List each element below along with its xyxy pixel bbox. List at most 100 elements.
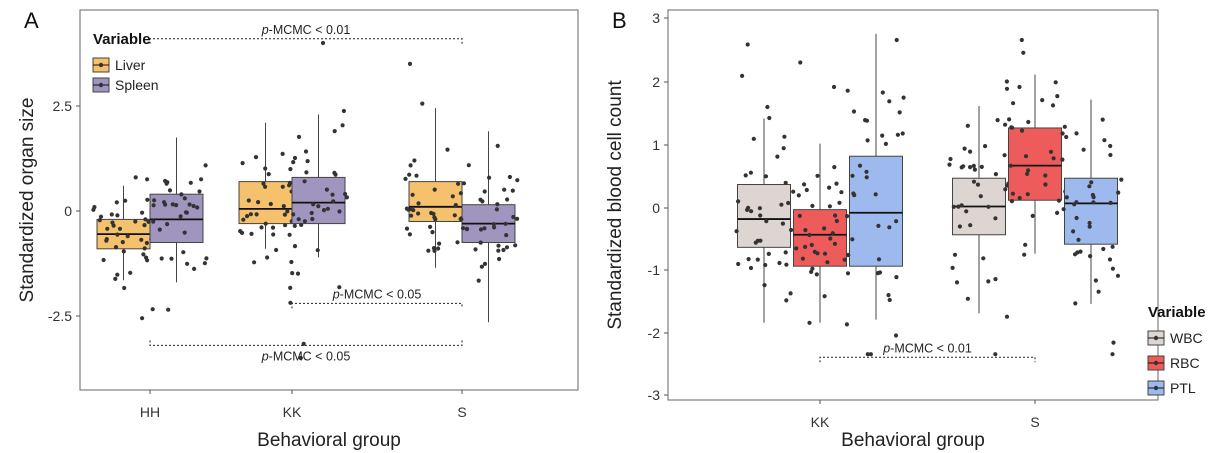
data-point xyxy=(315,248,320,253)
data-point xyxy=(736,199,741,204)
data-point xyxy=(459,217,464,222)
data-point xyxy=(740,73,745,78)
data-point xyxy=(91,207,96,212)
legend-entry-rbc: RBC xyxy=(1147,355,1200,371)
data-point xyxy=(122,285,127,291)
data-point xyxy=(507,174,512,180)
data-point xyxy=(291,160,296,165)
data-point xyxy=(128,270,133,275)
data-point xyxy=(831,84,837,90)
data-point xyxy=(1004,79,1010,84)
data-point xyxy=(850,237,855,242)
data-point xyxy=(844,322,850,327)
data-point xyxy=(263,221,268,226)
bracket-label-text: -MCMC < 0.05 xyxy=(269,349,351,363)
data-point xyxy=(791,189,796,194)
data-point xyxy=(981,256,986,261)
data-point xyxy=(978,194,983,199)
data-point xyxy=(331,199,336,204)
x-tick-label: S xyxy=(457,404,466,420)
data-point xyxy=(1119,177,1124,182)
y-tick-label: -3 xyxy=(648,387,661,403)
data-point xyxy=(302,219,307,224)
data-point xyxy=(416,211,421,216)
data-point xyxy=(1021,50,1026,55)
data-point xyxy=(412,158,417,163)
data-point xyxy=(865,138,870,143)
box-spleen-kk xyxy=(287,40,349,361)
data-point xyxy=(165,222,170,227)
data-point xyxy=(1087,220,1092,226)
data-point xyxy=(845,214,850,219)
data-point xyxy=(845,88,850,93)
data-point xyxy=(431,246,437,251)
data-point xyxy=(141,252,146,257)
data-point xyxy=(1043,182,1048,187)
data-point xyxy=(952,252,958,257)
data-point xyxy=(1076,237,1081,242)
data-point xyxy=(757,206,763,211)
data-point xyxy=(948,156,953,162)
data-point xyxy=(1017,195,1022,201)
data-point xyxy=(458,191,463,196)
data-point xyxy=(265,255,270,260)
box-wbc-kk xyxy=(734,42,794,323)
legend-label: RBC xyxy=(1170,355,1200,371)
data-point xyxy=(515,216,520,221)
data-point xyxy=(1074,215,1079,221)
data-point xyxy=(965,296,971,301)
data-point xyxy=(1048,149,1054,154)
data-point xyxy=(183,210,189,215)
data-point xyxy=(408,207,413,212)
data-point xyxy=(466,163,471,168)
data-point xyxy=(502,187,507,192)
data-point xyxy=(145,197,150,202)
data-point xyxy=(1004,86,1010,91)
data-point xyxy=(246,198,251,203)
data-point xyxy=(479,264,484,269)
data-point xyxy=(751,136,756,141)
data-point xyxy=(179,192,184,197)
data-point xyxy=(291,212,296,217)
data-point xyxy=(775,154,780,159)
data-point xyxy=(133,175,138,180)
data-point xyxy=(863,118,868,123)
data-point xyxy=(1087,224,1092,229)
data-point xyxy=(270,225,276,230)
y-tick-label: -2.5 xyxy=(48,308,72,324)
data-point xyxy=(455,240,460,245)
legend: Variable Liver Spleen xyxy=(92,31,159,93)
data-point xyxy=(736,261,741,267)
data-point xyxy=(496,248,501,253)
data-point xyxy=(876,257,882,262)
data-point xyxy=(1111,340,1116,345)
data-point xyxy=(333,172,338,177)
data-point xyxy=(450,194,455,199)
y-tick-label: 3 xyxy=(652,10,660,26)
data-point xyxy=(810,203,815,208)
data-point xyxy=(113,245,119,250)
data-point xyxy=(833,213,838,218)
data-point xyxy=(197,189,202,194)
data-point xyxy=(797,213,802,218)
data-point xyxy=(482,261,488,266)
data-point xyxy=(734,229,739,234)
data-point xyxy=(1062,124,1067,129)
data-point xyxy=(123,198,128,203)
data-point xyxy=(428,224,433,229)
data-point xyxy=(971,179,977,184)
data-point xyxy=(959,165,964,170)
data-point xyxy=(873,192,878,197)
data-point xyxy=(145,177,150,182)
data-point xyxy=(1026,119,1031,125)
data-point xyxy=(1072,202,1077,207)
data-point xyxy=(192,266,197,271)
data-point xyxy=(783,250,788,255)
data-point xyxy=(478,240,483,245)
data-point xyxy=(814,272,819,277)
box-spleen-s xyxy=(458,131,520,323)
data-point xyxy=(780,221,786,226)
x-tick-label: KK xyxy=(283,404,302,420)
data-point xyxy=(828,236,833,241)
data-point xyxy=(283,223,288,228)
